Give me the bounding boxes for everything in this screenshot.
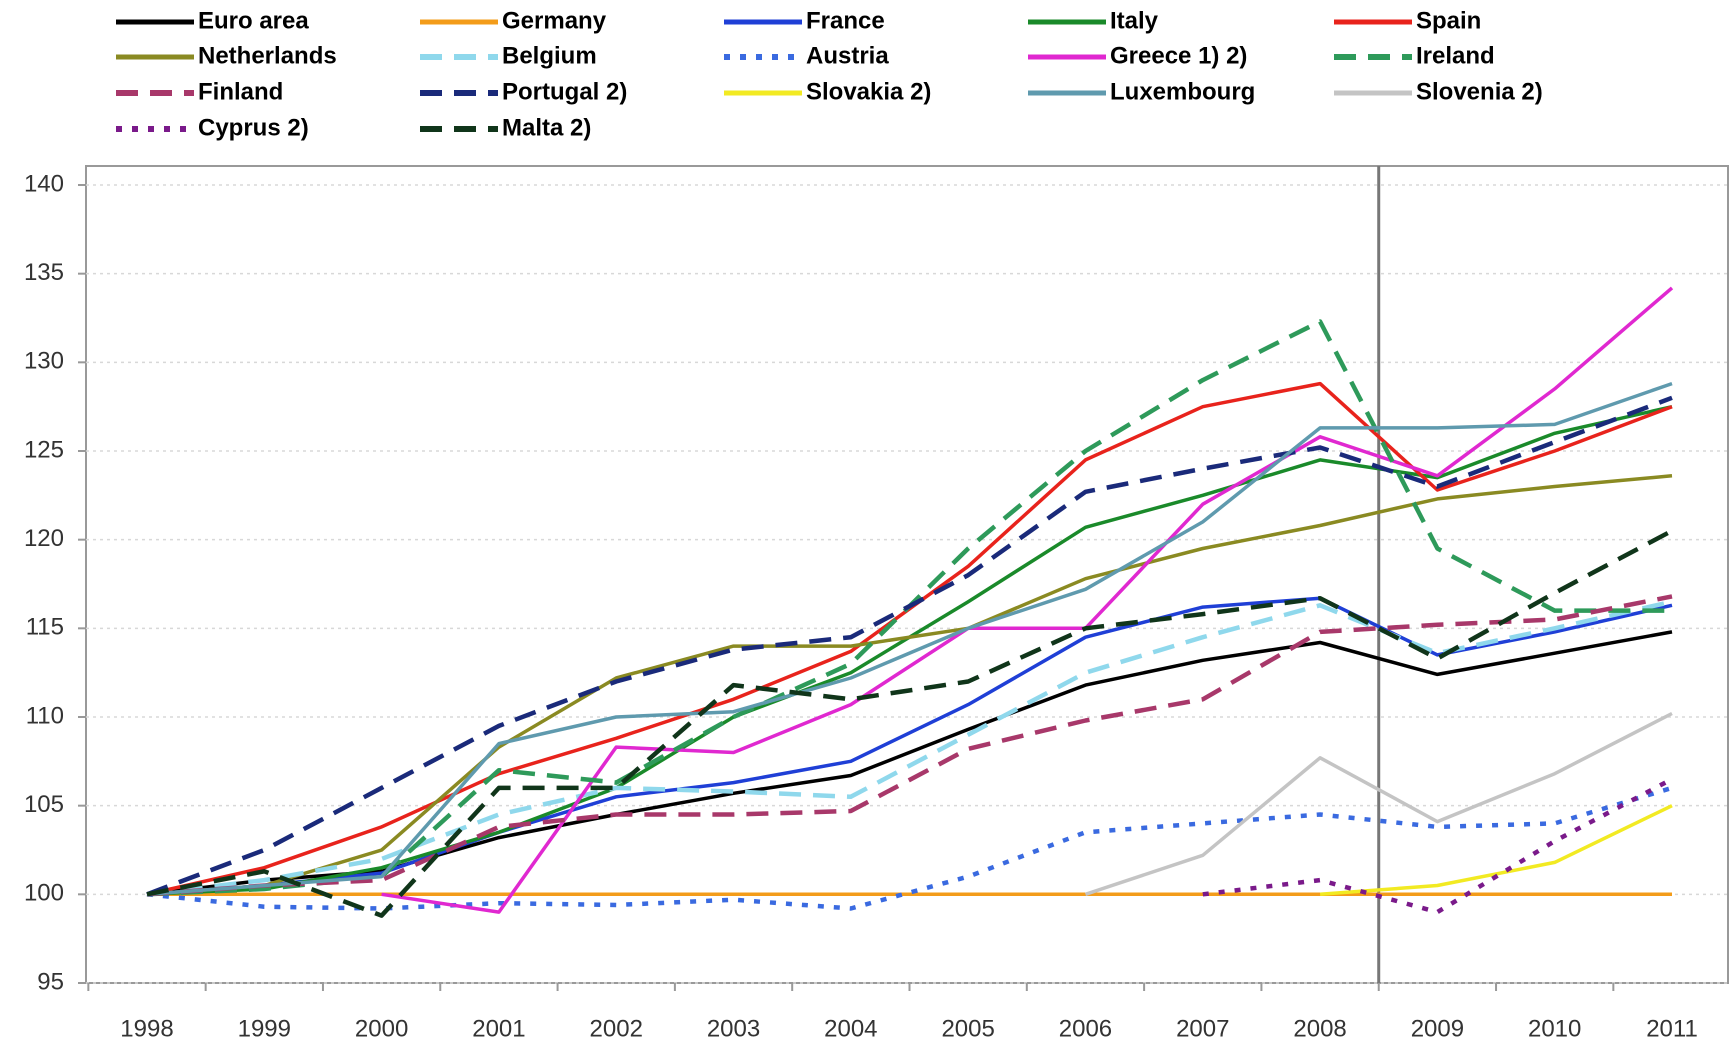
y-tick-label: 110 — [26, 702, 64, 729]
series-line — [146, 599, 1673, 897]
y-tick-label: 135 — [24, 259, 64, 286]
x-tick-label: 2010 — [1528, 1015, 1581, 1042]
legend-label: Cyprus 2) — [198, 114, 309, 141]
series-line — [146, 785, 1673, 911]
legend-label: Germany — [502, 7, 607, 34]
x-tick-label: 2003 — [707, 1015, 760, 1042]
y-tick-label: 140 — [24, 170, 64, 197]
y-tick-label: 130 — [24, 348, 64, 375]
y-tick-label: 100 — [24, 880, 64, 907]
y-tick-label: 105 — [24, 791, 64, 818]
legend-label: Austria — [806, 42, 889, 69]
legend-label: Malta 2) — [502, 114, 591, 141]
legend-label: Portugal 2) — [502, 78, 627, 105]
x-tick-label: 2009 — [1411, 1015, 1464, 1042]
x-tick-label: 2011 — [1646, 1015, 1698, 1042]
y-tick-label: 125 — [24, 436, 64, 463]
x-tick-label: 2005 — [941, 1015, 994, 1042]
legend-label: Belgium — [502, 42, 597, 69]
x-tick-label: 2004 — [824, 1015, 877, 1042]
legend-label: Spain — [1416, 7, 1481, 34]
legend-label: Slovakia 2) — [806, 78, 931, 105]
y-tick-label: 120 — [24, 525, 64, 552]
x-tick-label: 2007 — [1176, 1015, 1229, 1042]
series-line — [381, 286, 1674, 914]
plot-frame — [85, 165, 1729, 984]
legend-label: Luxembourg — [1110, 78, 1255, 105]
legend-label: Slovenia 2) — [1416, 78, 1543, 105]
x-tick-label: 1998 — [120, 1015, 173, 1042]
x-tick-label: 2008 — [1293, 1015, 1346, 1042]
legend-label: Netherlands — [198, 42, 337, 69]
series-line — [146, 474, 1673, 897]
series-line — [1202, 777, 1674, 915]
series-line — [146, 381, 1673, 897]
series-line — [146, 596, 1673, 897]
x-tick-label: 2001 — [472, 1015, 525, 1042]
legend-label: France — [806, 7, 885, 34]
series-line — [1084, 711, 1673, 896]
legend-label: Ireland — [1416, 42, 1495, 69]
legend-label: Italy — [1110, 7, 1159, 34]
y-tick-label: 95 — [37, 968, 64, 995]
x-tick-label: 2002 — [590, 1015, 643, 1042]
x-tick-label: 1999 — [238, 1015, 291, 1042]
legend-label: Finland — [198, 78, 283, 105]
series-line — [146, 528, 1674, 918]
series-line — [146, 630, 1673, 897]
series-line — [1319, 804, 1673, 897]
series-line — [146, 395, 1673, 897]
legend-label: Greece 1) 2) — [1110, 42, 1247, 69]
legend-label: Euro area — [198, 7, 309, 34]
x-tick-label: 2000 — [355, 1015, 408, 1042]
y-tick-label: 115 — [26, 614, 64, 641]
series-line — [146, 594, 1673, 897]
x-tick-label: 2006 — [1059, 1015, 1112, 1042]
